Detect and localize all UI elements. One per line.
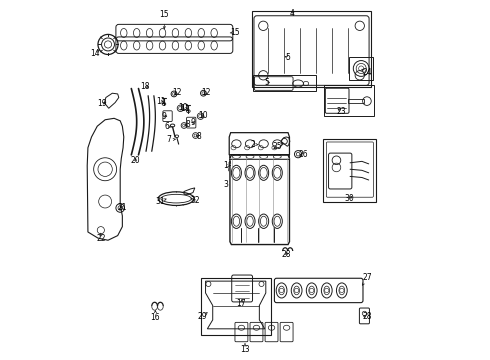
- Text: 11: 11: [180, 104, 190, 113]
- Text: 18: 18: [141, 82, 150, 91]
- Bar: [252, 12, 370, 87]
- Text: 28: 28: [281, 250, 291, 259]
- Text: 11: 11: [156, 96, 166, 105]
- Bar: [201, 278, 271, 335]
- Text: 27: 27: [362, 273, 372, 282]
- Text: 23: 23: [336, 107, 346, 116]
- Bar: [324, 85, 374, 116]
- Text: 12: 12: [201, 88, 210, 97]
- Text: 21: 21: [118, 203, 127, 212]
- Text: 9: 9: [191, 118, 196, 127]
- Text: 8: 8: [185, 120, 190, 129]
- Text: 1: 1: [223, 161, 228, 170]
- Text: 9: 9: [162, 112, 167, 121]
- Bar: [323, 139, 376, 202]
- Text: 7: 7: [167, 135, 172, 144]
- Text: 24: 24: [362, 68, 372, 77]
- Text: 26: 26: [299, 150, 309, 159]
- Text: 13: 13: [240, 346, 250, 355]
- Bar: [253, 75, 316, 91]
- Text: 32: 32: [190, 196, 199, 205]
- Text: 6: 6: [164, 122, 169, 131]
- Text: 8: 8: [196, 132, 201, 141]
- Text: 25: 25: [272, 142, 282, 151]
- Text: 22: 22: [96, 234, 105, 243]
- Text: 28: 28: [362, 312, 372, 321]
- Text: 20: 20: [131, 157, 141, 166]
- Text: 31: 31: [155, 197, 165, 206]
- Text: 16: 16: [150, 313, 160, 322]
- Text: 29: 29: [198, 312, 207, 321]
- Text: 3: 3: [223, 180, 228, 189]
- Text: 2: 2: [250, 140, 255, 149]
- Text: 12: 12: [172, 88, 182, 97]
- Text: 17: 17: [237, 299, 246, 308]
- Text: 10: 10: [198, 111, 208, 120]
- Bar: [349, 57, 373, 80]
- Text: 30: 30: [344, 194, 354, 203]
- Text: 5: 5: [285, 53, 290, 62]
- Text: 15: 15: [160, 10, 169, 19]
- Text: 10: 10: [178, 103, 188, 112]
- Text: 4: 4: [289, 9, 294, 18]
- Text: 14: 14: [90, 49, 100, 58]
- Text: 19: 19: [98, 99, 107, 108]
- Text: 15: 15: [230, 28, 240, 37]
- Text: 5: 5: [265, 78, 270, 87]
- Bar: [229, 154, 290, 159]
